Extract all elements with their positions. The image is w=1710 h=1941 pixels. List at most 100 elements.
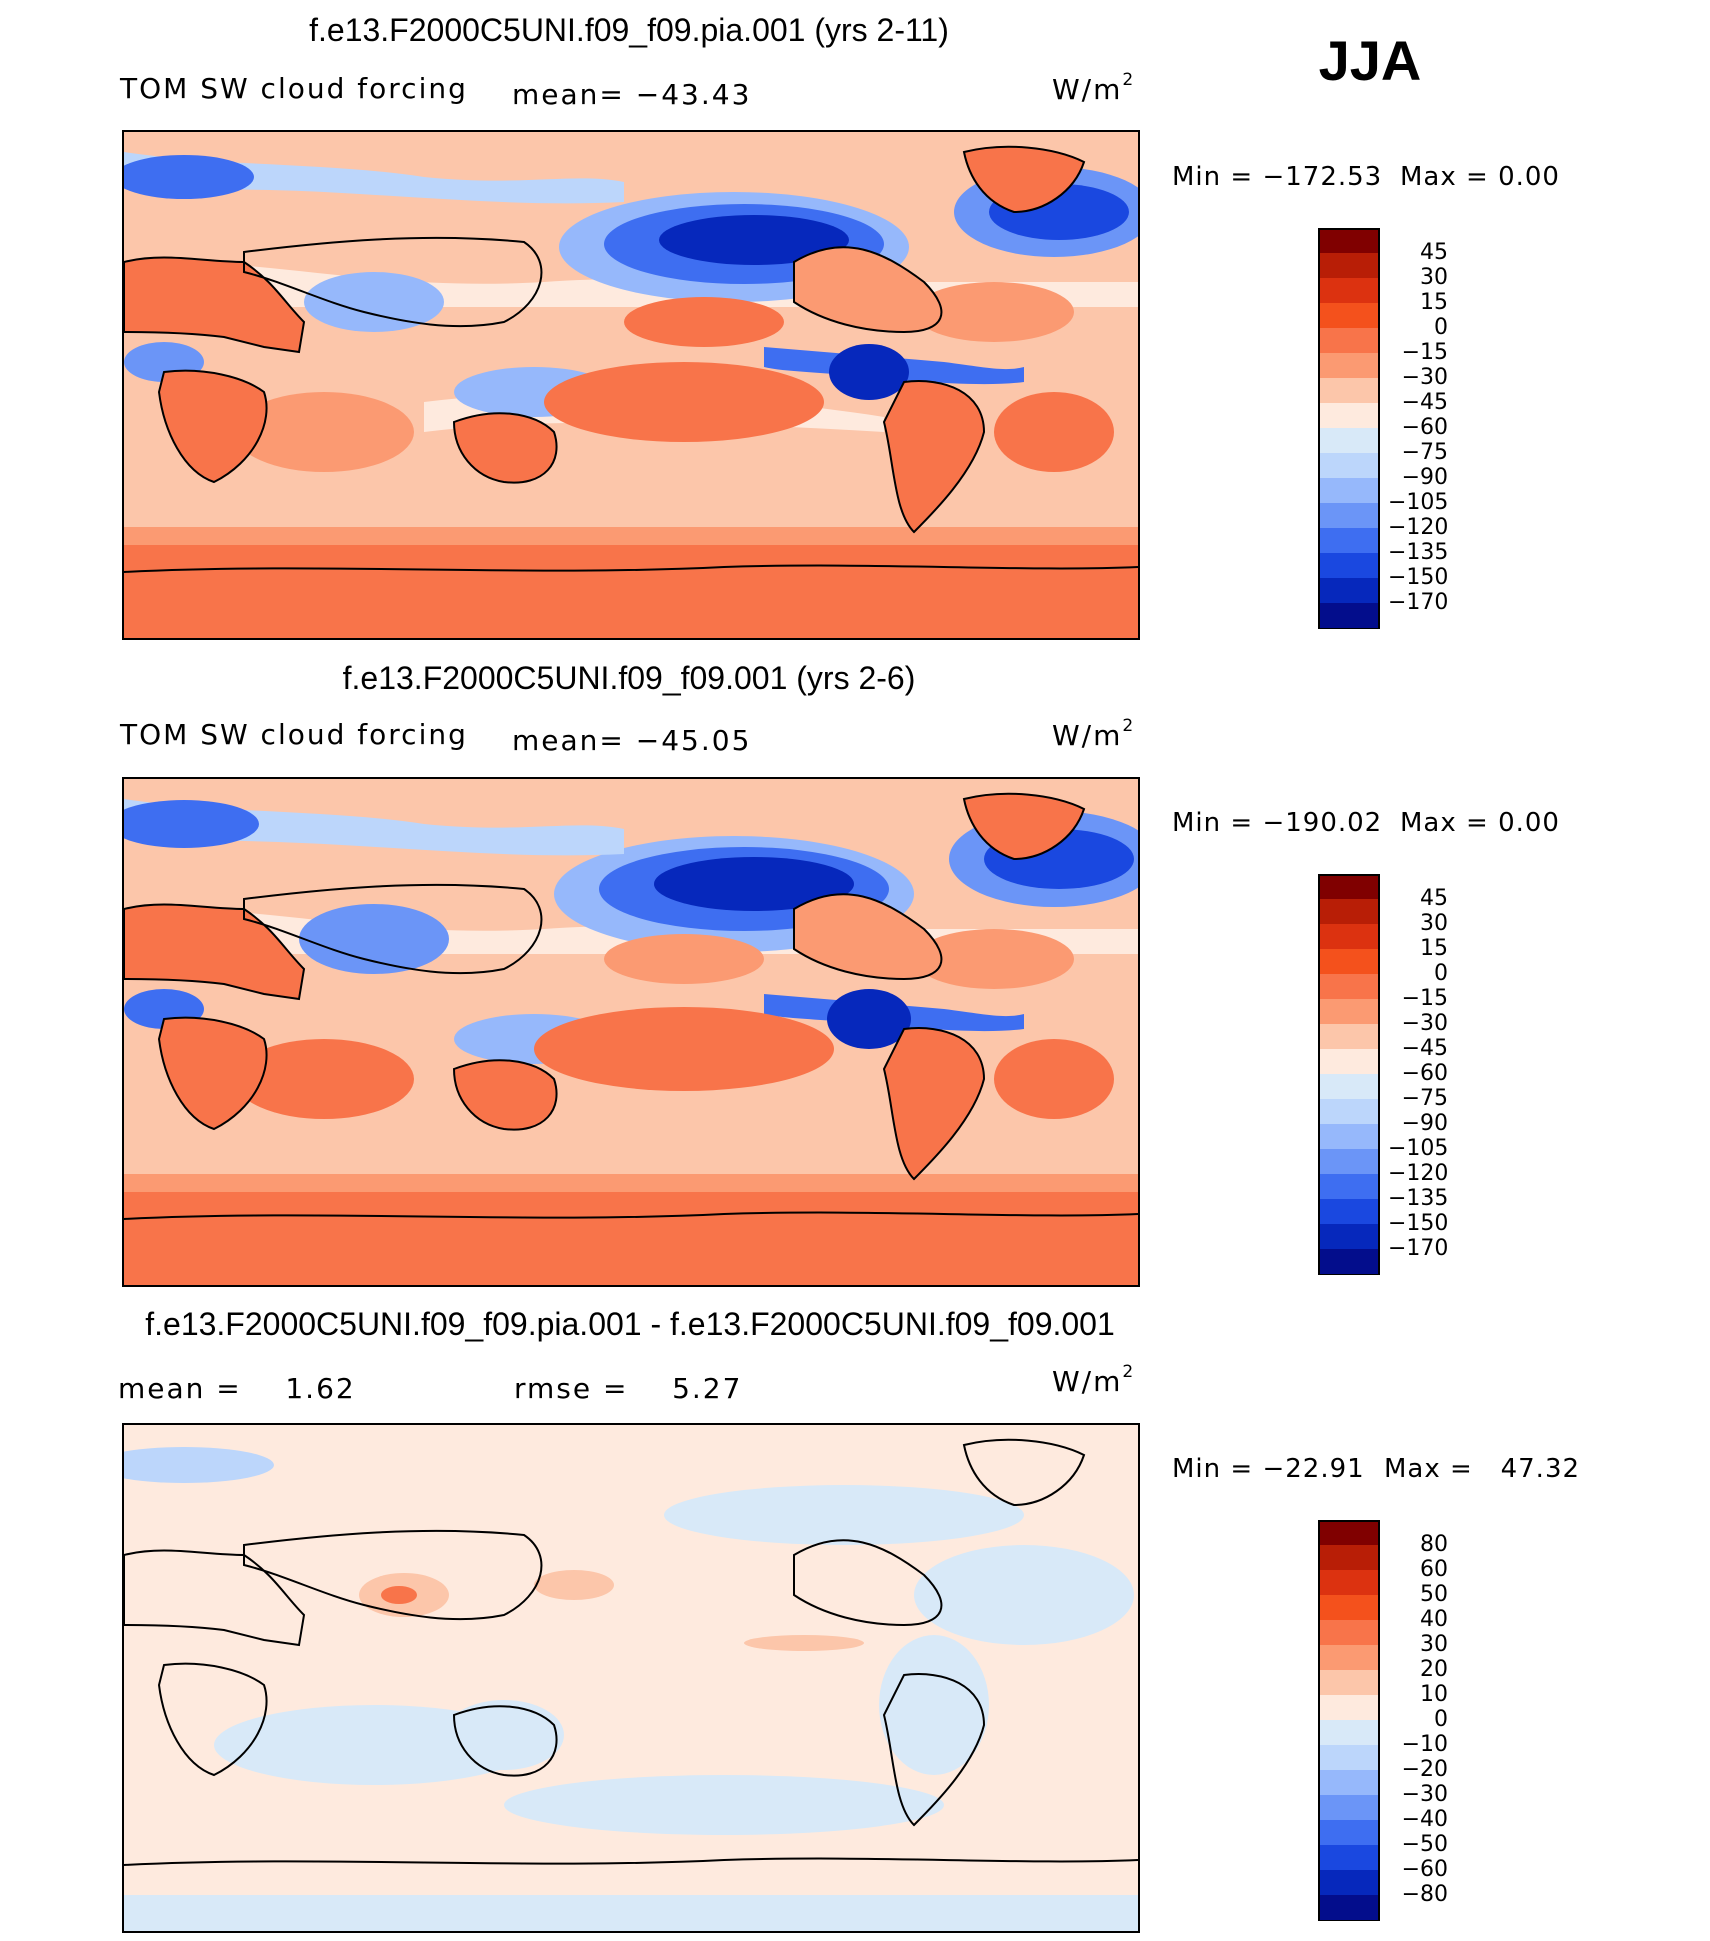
- panel-2-max: Max = 0.00: [1400, 808, 1560, 838]
- np-cloud-core: [654, 857, 854, 911]
- itcz-panama: [829, 344, 909, 400]
- diff-neg-sp: [504, 1775, 944, 1835]
- colorbar-swatch: [1318, 1049, 1380, 1075]
- panel-1-colorbar: 45 30 15 0 −15 −30 −45 −60 −75 −90 −105 −120 −135 −15…: [1318, 228, 1448, 629]
- subtrop-sa: [994, 1039, 1114, 1119]
- colorbar-label: 50: [1420, 1582, 1448, 1607]
- colorbar-label: −40: [1401, 1807, 1448, 1832]
- colorbar-label: −30: [1401, 365, 1448, 390]
- units-base: W/m: [1052, 1365, 1123, 1398]
- diff-neg-na: [914, 1545, 1134, 1645]
- colorbar-swatch: [1318, 303, 1380, 329]
- units-base: W/m: [1052, 73, 1123, 106]
- land-south-america: [882, 1673, 986, 1827]
- panel-1-title: f.e13.F2000C5UNI.f09_f09.pia.001 (yrs 2-…: [309, 12, 949, 48]
- colorbar-swatch: [1318, 553, 1380, 579]
- panel-3-min: Min = −22.91: [1172, 1454, 1365, 1484]
- colorbar-swatch: [1318, 603, 1380, 629]
- land-australia: [452, 412, 558, 484]
- units-exp: 2: [1122, 1362, 1136, 1382]
- colorbar-swatch: [1318, 528, 1380, 554]
- colorbar-swatch: [1318, 1520, 1380, 1548]
- subtrop-np: [624, 297, 784, 347]
- colorbar-swatch: [1318, 403, 1380, 429]
- itcz-panama: [827, 989, 911, 1049]
- colorbar-label: −170: [1388, 1236, 1449, 1261]
- subtrop-np: [604, 934, 764, 984]
- units-exp: 2: [1122, 716, 1136, 736]
- panel-2-map-field: [124, 779, 1138, 1285]
- colorbar-swatch: [1318, 1149, 1380, 1175]
- subtrop-na: [914, 282, 1074, 342]
- colorbar-label: −10: [1401, 1732, 1448, 1757]
- colorbar-label: 60: [1420, 1557, 1448, 1582]
- colorbar-label: 0: [1434, 1707, 1448, 1732]
- colorbar-swatch: [1318, 974, 1380, 1000]
- colorbar-label: −105: [1388, 1136, 1449, 1161]
- colorbar-swatch: [1318, 503, 1380, 529]
- southern-band: [124, 542, 1138, 638]
- colorbar-label: −15: [1401, 986, 1448, 1011]
- land-south-america: [882, 1027, 986, 1181]
- subtrop-sp: [534, 1007, 834, 1091]
- panel-2-map: [122, 777, 1140, 1287]
- colorbar-label: 30: [1420, 911, 1448, 936]
- colorbar-swatch: [1318, 874, 1380, 902]
- colorbar-swatch: [1318, 1199, 1380, 1225]
- colorbar-swatch: [1318, 1745, 1380, 1771]
- land-antarctica: [124, 564, 1138, 573]
- colorbar-label: 40: [1420, 1607, 1448, 1632]
- colorbar-swatch: [1318, 1249, 1380, 1275]
- colorbar-swatch: [1318, 999, 1380, 1025]
- land-antarctica: [124, 1211, 1138, 1220]
- season-label: JJA: [1318, 29, 1422, 92]
- southern-transition: [124, 1174, 1138, 1192]
- colorbar-label: −150: [1388, 565, 1449, 590]
- colorbar-swatch: [1318, 1820, 1380, 1846]
- colorbar-label: 30: [1420, 1632, 1448, 1657]
- units-exp: 2: [1122, 70, 1136, 90]
- colorbar-swatch: [1318, 1124, 1380, 1150]
- subtrop-na: [914, 929, 1074, 989]
- colorbar-swatch: [1318, 478, 1380, 504]
- panel-3-mean: mean = 1.62: [118, 1372, 356, 1405]
- colorbar-swatch: [1318, 1570, 1380, 1596]
- panel-3-units: W/m2: [1052, 1362, 1135, 1398]
- land-africa-north: [124, 256, 306, 354]
- colorbar-swatch: [1318, 1895, 1380, 1921]
- panel-2-colorbar: 45 30 15 0 −15 −30 −45 −60 −75 −90 −105 −120 −135 −15…: [1318, 874, 1448, 1275]
- colorbar-label: −75: [1401, 440, 1448, 465]
- colorbar-swatch: [1318, 578, 1380, 604]
- colorbar-label: −90: [1401, 1111, 1448, 1136]
- colorbar-swatch: [1318, 428, 1380, 454]
- diff-pos-wp: [534, 1570, 614, 1600]
- colorbar-swatch: [1318, 1645, 1380, 1671]
- panel-2-variable: TOM SW cloud forcing: [120, 718, 468, 751]
- land-australia: [452, 1059, 558, 1131]
- colorbar-label: −135: [1388, 540, 1449, 565]
- land-africa-south: [157, 369, 268, 484]
- colorbar-swatch: [1318, 1870, 1380, 1896]
- colorbar-swatch: [1318, 278, 1380, 304]
- np-cloud-core: [659, 215, 849, 265]
- diff-pos-core: [381, 1586, 417, 1604]
- colorbar-swatch: [1318, 1795, 1380, 1821]
- colorbar-label: 45: [1420, 240, 1448, 265]
- panel-1-variable: TOM SW cloud forcing: [120, 72, 468, 105]
- colorbar-label: −80: [1401, 1882, 1448, 1907]
- colorbar-label: −120: [1388, 1161, 1449, 1186]
- colorbar-swatch: [1318, 1099, 1380, 1125]
- colorbar-label: 15: [1420, 936, 1448, 961]
- panel-3-max: Max = 47.32: [1384, 1454, 1581, 1484]
- colorbar-label: −30: [1401, 1011, 1448, 1036]
- subtrop-io: [234, 392, 414, 472]
- colorbar-label: 0: [1434, 315, 1448, 340]
- colorbar-label: 30: [1420, 265, 1448, 290]
- colorbar-swatch: [1318, 1074, 1380, 1100]
- land-antarctica: [124, 1857, 1138, 1866]
- southern-transition: [124, 527, 1138, 545]
- arctic-band: [124, 152, 624, 204]
- arctic-core: [124, 155, 254, 199]
- land-africa-south: [157, 1662, 268, 1777]
- colorbar-label: −15: [1401, 340, 1448, 365]
